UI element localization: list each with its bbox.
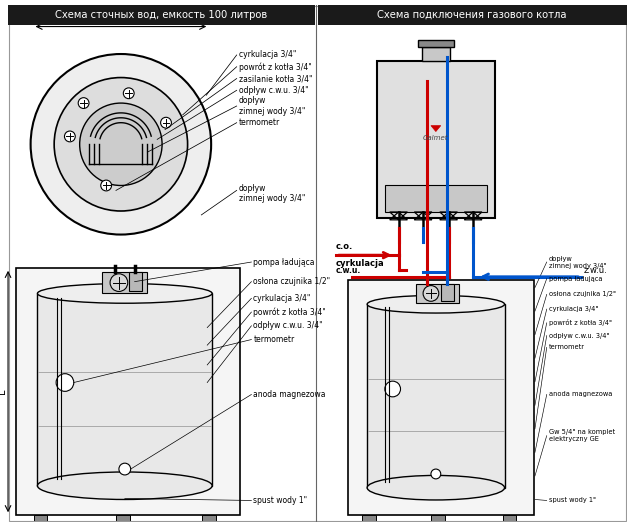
Polygon shape: [198, 523, 220, 527]
Bar: [8, 5, 315, 25]
Bar: [16, 268, 240, 515]
Circle shape: [119, 463, 131, 475]
Text: cyrkulacja 3/4": cyrkulacja 3/4": [253, 294, 310, 303]
Circle shape: [385, 381, 401, 397]
Bar: [116, 515, 130, 523]
Bar: [502, 515, 516, 522]
Bar: [440, 284, 454, 301]
Text: dopływ
zimnej wody 3/4": dopływ zimnej wody 3/4": [549, 256, 606, 269]
Text: Схема сточных вод, емкость 100 литров: Схема сточных вод, емкость 100 литров: [55, 10, 268, 20]
Text: anoda magnezowa: anoda magnezowa: [549, 392, 612, 397]
Text: spust wody 1": spust wody 1": [253, 496, 307, 505]
Circle shape: [64, 131, 75, 142]
Circle shape: [54, 77, 187, 211]
Text: termometr: termometr: [549, 344, 585, 350]
Text: dopływ
zimnej wody 3/4": dopływ zimnej wody 3/4": [239, 96, 305, 116]
Text: cyrkulacja 3/4": cyrkulacja 3/4": [239, 51, 296, 60]
Bar: [318, 5, 627, 25]
Circle shape: [101, 180, 112, 191]
Circle shape: [78, 97, 89, 109]
Bar: [377, 61, 495, 218]
Bar: [362, 515, 376, 522]
Text: termometr: termometr: [239, 118, 280, 127]
Text: anoda magnezowa: anoda magnezowa: [253, 390, 326, 399]
Text: odpływ c.w.u. 3/4": odpływ c.w.u. 3/4": [253, 321, 323, 330]
Text: Galmet: Galmet: [423, 135, 449, 141]
Text: c.o.: c.o.: [336, 242, 353, 251]
Bar: [367, 304, 505, 487]
Text: powrót z kotła 3/4": powrót z kotła 3/4": [253, 307, 326, 317]
Bar: [33, 515, 47, 523]
Bar: [348, 280, 534, 515]
Text: powrót z kotła 3/4": powrót z kotła 3/4": [239, 62, 311, 72]
Text: pompa ładująca: pompa ładująca: [549, 276, 602, 282]
Circle shape: [56, 374, 74, 392]
Text: osłona czujnika 1/2": osłona czujnika 1/2": [253, 277, 331, 286]
Polygon shape: [358, 522, 380, 527]
Text: c.w.u.: c.w.u.: [336, 266, 361, 275]
Ellipse shape: [367, 475, 505, 500]
Bar: [431, 515, 445, 522]
Text: termometr: termometr: [253, 335, 295, 344]
Ellipse shape: [367, 296, 505, 313]
Text: zasilanie kotła 3/4": zasilanie kotła 3/4": [239, 74, 312, 83]
Text: spust wody 1": spust wody 1": [549, 497, 596, 503]
Text: osłona czujnika 1/2": osłona czujnika 1/2": [549, 291, 616, 297]
Bar: [418, 40, 454, 47]
Ellipse shape: [37, 284, 212, 303]
Circle shape: [431, 469, 440, 479]
Text: dopływ
zimnej wody 3/4": dopływ zimnej wody 3/4": [239, 183, 305, 203]
Circle shape: [110, 274, 127, 291]
Circle shape: [161, 118, 172, 128]
Text: Схема подключения газового котла: Схема подключения газового котла: [377, 10, 567, 20]
Bar: [422, 47, 449, 61]
Text: z.w.u.: z.w.u.: [584, 266, 608, 275]
Bar: [129, 272, 143, 291]
Text: cyrkulacja 3/4": cyrkulacja 3/4": [549, 306, 598, 312]
Ellipse shape: [37, 472, 212, 500]
Bar: [416, 284, 459, 303]
Bar: [385, 184, 487, 212]
Bar: [203, 515, 216, 523]
Polygon shape: [30, 523, 51, 527]
Circle shape: [31, 54, 211, 235]
Polygon shape: [427, 522, 449, 527]
Text: pompa ładująca: pompa ładująca: [253, 258, 315, 267]
Bar: [37, 294, 212, 486]
Circle shape: [423, 286, 439, 301]
Circle shape: [123, 88, 134, 99]
Text: odpływ c.w.u. 3/4": odpływ c.w.u. 3/4": [239, 86, 309, 95]
Bar: [102, 272, 148, 294]
Text: odpływ c.w.u. 3/4": odpływ c.w.u. 3/4": [549, 333, 609, 339]
Text: D: D: [117, 13, 125, 23]
Polygon shape: [112, 523, 134, 527]
Text: L: L: [0, 389, 7, 394]
Text: powrót z kotła 3/4": powrót z kotła 3/4": [549, 319, 611, 326]
Text: Gw 5/4" na komplet
elektryczny GE: Gw 5/4" na komplet elektryczny GE: [549, 429, 615, 442]
Polygon shape: [431, 125, 440, 132]
Circle shape: [80, 103, 162, 186]
Text: cyrkulacja: cyrkulacja: [336, 259, 384, 268]
Polygon shape: [498, 522, 520, 527]
